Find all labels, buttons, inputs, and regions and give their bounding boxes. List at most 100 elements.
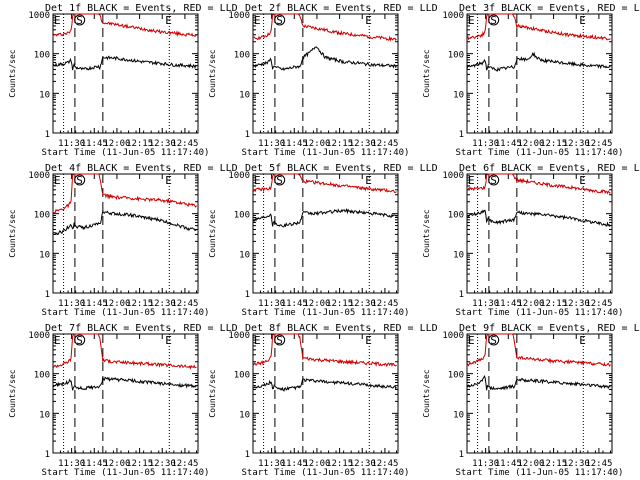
x-axis-label: Start Time (11-Jun-05 11:17:40) [456, 308, 624, 318]
series-events [466, 375, 611, 391]
y-tick-label: 10 [453, 250, 464, 260]
marker-s: S [490, 174, 497, 187]
series-events [252, 208, 397, 228]
y-tick-label: 1 [459, 450, 464, 460]
panel-det-9: Det 9f BLACK = Events, RED = LLD 1 10 100 10… [422, 323, 640, 478]
y-tick-label: 10 [39, 250, 50, 260]
y-tick-label: 1 [245, 130, 250, 140]
y-tick-label: 1 [45, 290, 50, 300]
marker-e: E [165, 174, 172, 187]
x-tick-label: 11:45 [281, 139, 308, 149]
marker-e-left: E [54, 174, 61, 187]
panel-title: Det 2f BLACK = Events, RED = LLD [245, 3, 438, 14]
panel-det-2: Det 2f BLACK = Events, RED = LLD 1 10 100 10… [208, 3, 438, 158]
marker-s-circle [274, 174, 286, 186]
series-events [252, 378, 397, 392]
marker-s: S [276, 14, 283, 27]
y-tick-label: 1000 [28, 171, 50, 181]
plot-frame [52, 173, 199, 294]
marker-e: E [579, 334, 586, 347]
x-tick-label: 12:45 [371, 459, 398, 469]
x-tick-label: 12:30 [149, 299, 176, 309]
y-tick-label: 10 [239, 90, 250, 100]
marker-e-left: E [254, 14, 261, 27]
y-tick-label: 1 [245, 290, 250, 300]
panel-det-8: Det 8f BLACK = Events, RED = LLD 1 10 100 10… [208, 323, 438, 478]
y-axis-label: Counts/sec [208, 49, 217, 97]
x-tick-label: 12:45 [371, 139, 398, 149]
panel-det-7: Det 7f BLACK = Events, RED = LLD 1 10 100 10… [8, 323, 238, 478]
x-axis-label: Start Time (11-Jun-05 11:17:40) [42, 468, 210, 478]
x-tick-label: 12:00 [103, 139, 130, 149]
x-tick-label: 12:15 [126, 459, 153, 469]
x-axis-label: Start Time (11-Jun-05 11:17:40) [456, 468, 624, 478]
series-lld [466, 13, 611, 41]
y-axis-label: Counts/sec [422, 369, 431, 417]
series-lld [252, 173, 397, 194]
x-tick-label: 12:45 [171, 299, 198, 309]
plot-frame [52, 333, 199, 454]
plot-frame [466, 173, 613, 294]
series-events [52, 209, 197, 236]
x-tick-label: 11:45 [81, 459, 108, 469]
x-tick-label: 12:30 [149, 459, 176, 469]
x-tick-label: 12:45 [585, 139, 612, 149]
panel-title: Det 1f BLACK = Events, RED = LLD [45, 3, 238, 14]
y-tick-label: 10 [39, 90, 50, 100]
marker-e-left: E [54, 334, 61, 347]
y-axis-label: Counts/sec [422, 49, 431, 97]
y-tick-label: 10 [39, 410, 50, 420]
panel-title: Det 4f BLACK = Events, RED = LLD [45, 163, 238, 174]
y-tick-label: 100 [34, 211, 50, 221]
x-tick-label: 12:15 [326, 459, 353, 469]
marker-e-left: E [468, 174, 475, 187]
marker-s-circle [488, 334, 500, 346]
x-tick-label: 12:00 [303, 139, 330, 149]
y-tick-label: 1 [45, 130, 50, 140]
series-lld [252, 333, 397, 368]
y-tick-label: 100 [34, 371, 50, 381]
marker-s-circle [274, 14, 286, 26]
marker-s: S [76, 174, 83, 187]
y-axis-label: Counts/sec [8, 49, 17, 97]
plot-frame [252, 173, 399, 294]
x-tick-label: 12:00 [103, 299, 130, 309]
y-tick-label: 1 [45, 450, 50, 460]
x-tick-label: 11:45 [81, 139, 108, 149]
plot-frame [466, 333, 613, 454]
marker-e-left: E [254, 174, 261, 187]
y-tick-label: 1000 [28, 331, 50, 341]
plot-frame [252, 333, 399, 454]
y-tick-label: 100 [448, 211, 464, 221]
series-lld [466, 173, 611, 195]
marker-s-circle [74, 14, 86, 26]
marker-s-circle [488, 174, 500, 186]
x-tick-label: 11:30 [472, 299, 499, 309]
y-tick-label: 1000 [228, 171, 250, 181]
x-axis-label: Start Time (11-Jun-05 11:17:40) [456, 148, 624, 158]
x-axis-label: Start Time (11-Jun-05 11:17:40) [42, 148, 210, 158]
y-axis-label: Counts/sec [8, 369, 17, 417]
marker-e-left: E [254, 334, 261, 347]
marker-s: S [76, 14, 83, 27]
x-tick-label: 12:45 [171, 459, 198, 469]
series-lld [52, 13, 197, 38]
x-tick-label: 12:15 [326, 139, 353, 149]
series-events [466, 209, 611, 227]
y-tick-label: 1 [245, 450, 250, 460]
x-tick-label: 11:30 [472, 139, 499, 149]
x-tick-label: 11:45 [81, 299, 108, 309]
y-tick-label: 1000 [228, 11, 250, 21]
x-axis-label: Start Time (11-Jun-05 11:17:40) [42, 308, 210, 318]
panel-title: Det 7f BLACK = Events, RED = LLD [45, 323, 238, 334]
series-lld [52, 333, 197, 370]
y-tick-label: 10 [453, 90, 464, 100]
x-tick-label: 12:30 [563, 459, 590, 469]
x-tick-label: 11:30 [472, 459, 499, 469]
plot-frame [52, 13, 199, 134]
x-tick-label: 11:45 [281, 459, 308, 469]
panel-title: Det 8f BLACK = Events, RED = LLD [245, 323, 438, 334]
x-tick-label: 12:30 [349, 459, 376, 469]
x-tick-label: 12:00 [517, 299, 544, 309]
x-tick-label: 12:00 [103, 459, 130, 469]
